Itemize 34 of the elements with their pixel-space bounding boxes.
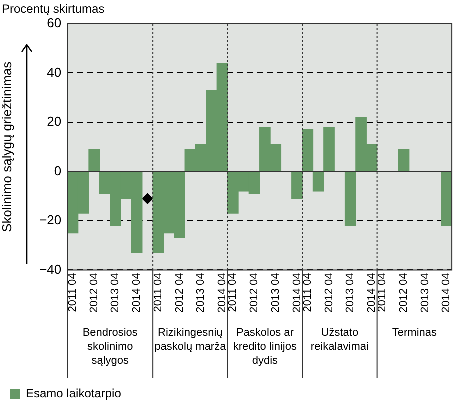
x-tick-label: 2011 04: [376, 273, 389, 312]
y-tick-label: 60: [47, 16, 62, 31]
x-tick-label: 2012 04: [398, 273, 410, 314]
y-tick-label: −40: [40, 262, 62, 277]
y-tick-label: −20: [40, 212, 62, 228]
x-tick-label: 2014 04: [131, 273, 144, 314]
x-tick-label: 2013 04: [419, 273, 432, 314]
legend-label: Esamo laikotarpio: [26, 386, 122, 400]
x-tick-label: 2014 04: [440, 273, 453, 314]
x-tick-label: 2012 04: [88, 273, 100, 314]
x-tick-label: 2013 04: [195, 273, 208, 314]
x-tick-label: 2012 04: [323, 273, 336, 314]
x-tick-label: 2011 04: [67, 273, 80, 312]
text: Rizikingesnių paskolų marža: [154, 326, 228, 353]
x-tick-label: 2014 04: [291, 273, 304, 314]
chart-title: Procentų skirtumas: [2, 2, 105, 16]
x-tick-label: 2011 04: [152, 273, 164, 312]
y-axis-title: Skolinimo sąlygų griežtinimas: [0, 61, 14, 232]
text: Terminas: [392, 326, 438, 339]
x-tick-label: 2012 04: [248, 273, 261, 314]
text: Bendrosios skolinimo sąlygos: [82, 326, 138, 367]
y-tick-label: 0: [54, 163, 62, 178]
x-tick-label: 2013 04: [344, 273, 357, 314]
x-tick-label: 2011 04: [227, 273, 240, 312]
x-tick-label: 2012 04: [174, 273, 186, 314]
x-tick-label: 2011 04: [302, 273, 314, 312]
x-tick-label: 2013 04: [270, 273, 282, 314]
y-tick-label: 20: [47, 114, 62, 130]
y-tick-label: 40: [47, 64, 62, 80]
text: Užstato reikalavimai: [310, 326, 369, 353]
x-tick-label: 2013 04: [110, 273, 122, 314]
x-tick-label: 2014 04: [216, 273, 229, 314]
x-tick-label: 2014 04: [366, 273, 378, 314]
text: Paskolos ar kredito linijos dydis: [233, 326, 298, 367]
